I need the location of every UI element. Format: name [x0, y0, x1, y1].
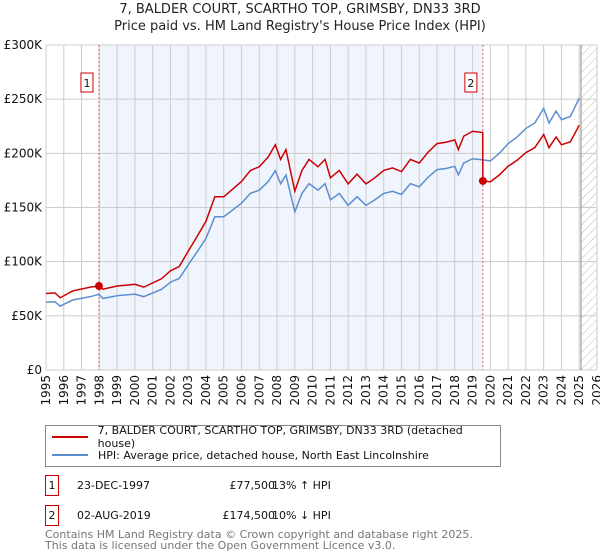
hpi-line: [45, 97, 580, 307]
x-tick-label: 2026: [590, 375, 600, 406]
x-tick-label: 2008: [270, 375, 284, 406]
property-price-line: [45, 124, 580, 299]
x-tick-label: 2005: [217, 375, 231, 406]
x-tick-label: 2019: [466, 375, 480, 406]
sale-badge: 1: [45, 475, 59, 496]
footer-line: Contains HM Land Registry data © Crown c…: [45, 528, 473, 541]
y-tick-label: £0: [27, 363, 42, 377]
x-tick-label: 2020: [483, 375, 497, 406]
sale-hpi: 10% ↓ HPI: [272, 509, 331, 522]
x-tick-label: 2009: [288, 375, 302, 406]
price-chart: 1995 1996 1997 1998 1999 2000 2001 2002 2003 2004…: [4, 38, 600, 406]
annotation-box: [80, 72, 94, 93]
x-tick-label: 2000: [128, 375, 142, 406]
legend-item-property: 7, BALDER COURT, SCARTHO TOP, GRIMSBY, D…: [52, 424, 500, 450]
x-tick-label: 2007: [252, 375, 266, 406]
x-tick-label: 2010: [306, 375, 320, 406]
x-tick-label: 2022: [519, 375, 533, 406]
legend-item-hpi: HPI: Average price, detached house, Nort…: [52, 447, 429, 463]
annotation-label: 2: [467, 77, 474, 90]
x-tick-label: 2004: [199, 375, 213, 406]
y-tick-label: £150K: [4, 201, 44, 215]
sale-badge: 2: [45, 505, 59, 526]
y-tick-label: £250K: [4, 92, 44, 106]
sale-hpi: 13% ↑ HPI: [272, 479, 331, 492]
x-tick-label: 2001: [146, 375, 160, 406]
x-tick-label: 2017: [430, 375, 444, 406]
y-tick-label: £50K: [11, 309, 43, 323]
sale-date: 02-AUG-2019: [77, 509, 151, 522]
sale-point: [478, 176, 487, 185]
x-tick-label: 2015: [394, 375, 408, 406]
x-tick-label: 2012: [341, 375, 355, 406]
y-tick-label: £200K: [4, 146, 44, 160]
x-tick-label: 1996: [57, 375, 71, 406]
chart-title: 7, BALDER COURT, SCARTHO TOP, GRIMSBY, D…: [119, 2, 481, 17]
legend-label: 7, BALDER COURT, SCARTHO TOP, GRIMSBY, D…: [97, 424, 463, 450]
x-tick-label: 1997: [75, 375, 89, 406]
legend-swatch-blue: [52, 454, 88, 456]
y-tick-label: £300K: [4, 38, 44, 52]
x-tick-label: 1998: [92, 375, 106, 406]
x-tick-label: 2014: [377, 375, 391, 406]
x-tick-label: 2018: [448, 375, 462, 406]
x-tick-label: 2024: [554, 375, 568, 406]
sale-row: 1 23-DEC-1997 £77,500 13% ↑ HPI: [45, 475, 445, 497]
footer: Contains HM Land Registry data © Crown c…: [45, 529, 473, 551]
y-tick-label: £100K: [4, 255, 44, 269]
sale-price: £77,500: [229, 479, 276, 492]
legend-label: HPI: Average price, detached house, Nort…: [98, 448, 429, 462]
chart-subtitle: Price paid vs. HM Land Registry's House …: [114, 19, 486, 34]
legend-swatch-red: [52, 436, 88, 438]
sale-price: £174,500: [222, 509, 276, 522]
footer-line: This data is licensed under the Open Gov…: [45, 539, 396, 552]
x-tick-label: 2023: [537, 375, 551, 406]
x-tick-label: 2003: [181, 375, 195, 406]
x-tick-label: 2006: [235, 375, 249, 406]
annotation-box: [464, 72, 478, 93]
sale-date: 23-DEC-1997: [77, 479, 151, 492]
sale-point: [94, 282, 103, 291]
x-tick-label: 2013: [359, 375, 373, 406]
x-tick-label: 2002: [163, 375, 177, 406]
annotation-label: 1: [83, 77, 90, 90]
x-tick-label: 2016: [412, 375, 426, 406]
x-tick-label: 1999: [110, 375, 124, 406]
x-tick-label: 2011: [323, 375, 337, 406]
x-tick-label: 2021: [501, 375, 515, 406]
legend: 7, BALDER COURT, SCARTHO TOP, GRIMSBY, D…: [45, 424, 501, 467]
x-tick-label: 2025: [572, 375, 586, 406]
sale-row: 2 02-AUG-2019 £174,500 10% ↓ HPI: [45, 505, 445, 527]
x-tick-label: 1995: [39, 375, 53, 406]
